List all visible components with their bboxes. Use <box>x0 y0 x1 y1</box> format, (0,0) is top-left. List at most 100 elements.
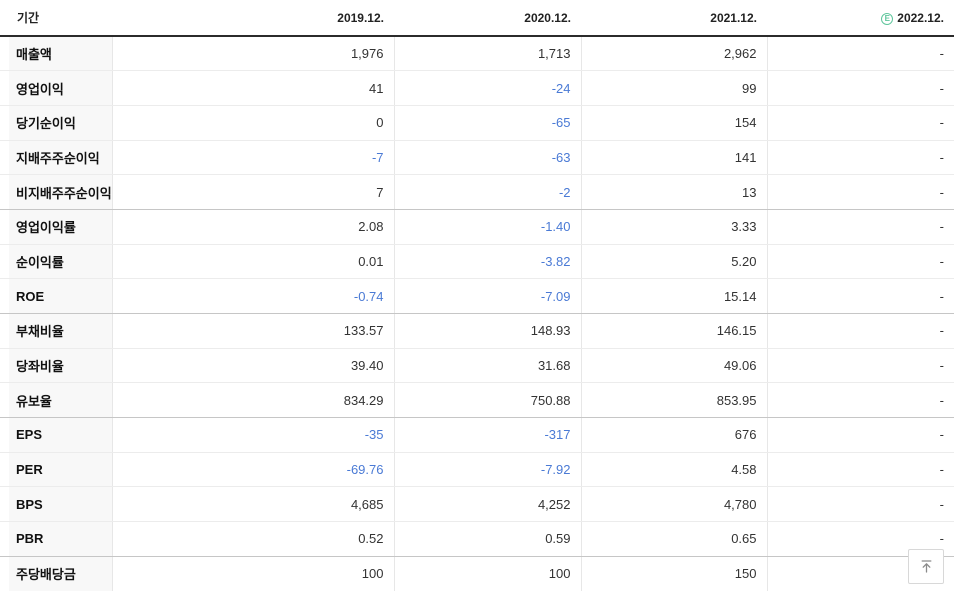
value-cell: -63 <box>393 140 581 176</box>
value-cell: 41 <box>111 70 394 106</box>
estimate-icon: E <box>881 12 894 25</box>
value-cell: 133.57 <box>111 313 394 349</box>
value-cell: 5.20 <box>580 244 767 280</box>
value-cell: - <box>766 382 954 419</box>
table-row: BPS 4,685 4,252 4,780- <box>0 486 954 523</box>
value-cell: 3.33 <box>580 209 767 245</box>
year-header-2021: 2021.12. <box>581 0 767 37</box>
value-cell: 15.14 <box>580 278 767 314</box>
value-cell: -7.92 <box>393 452 581 488</box>
value-cell: 141 <box>580 140 767 176</box>
value-cell: - <box>766 486 954 523</box>
value-cell: 100 <box>111 556 394 591</box>
value-cell: -1.40 <box>393 209 581 245</box>
table-row: 순이익률 0.01 -3.82 5.20- <box>0 244 954 280</box>
value-cell: -69.76 <box>111 452 394 488</box>
value-cell: 834.29 <box>111 382 394 419</box>
period-header-cell: 기간 <box>0 0 112 37</box>
value-cell: 0.01 <box>111 244 394 280</box>
value-cell: -7 <box>111 140 394 176</box>
table-row: 영업이익률 2.08 -1.40 3.33- <box>0 209 954 245</box>
value-cell: 0.65 <box>580 521 767 557</box>
value-cell: - <box>766 278 954 314</box>
value-cell: 4,685 <box>111 486 394 523</box>
value-cell: 0.52 <box>111 521 394 557</box>
row-label: 지배주주순이익 <box>0 140 113 176</box>
table-row: 비지배주주순이익 7 -2 13- <box>0 174 954 210</box>
value-cell: -2 <box>393 174 581 210</box>
row-label: 영업이익률 <box>0 209 113 245</box>
value-cell: -65 <box>393 105 581 141</box>
row-label: EPS <box>0 417 113 453</box>
row-label: PER <box>0 452 113 488</box>
value-cell: 39.40 <box>111 348 394 384</box>
table-row: 당좌비율 39.40 31.68 49.06- <box>0 348 954 384</box>
value-cell: - <box>766 417 954 453</box>
value-cell: - <box>766 105 954 141</box>
value-cell: - <box>766 36 954 72</box>
table-row: PBR 0.52 0.59 0.65- <box>0 521 954 557</box>
value-cell: 7 <box>111 174 394 210</box>
value-cell: -317 <box>393 417 581 453</box>
value-cell: -24 <box>393 70 581 106</box>
value-cell: 750.88 <box>393 382 581 419</box>
value-cell: 853.95 <box>580 382 767 419</box>
year-header-2022: E 2022.12. <box>767 0 954 37</box>
value-cell: 0 <box>111 105 394 141</box>
table-row: EPS -35 -317 676- <box>0 417 954 453</box>
value-cell: 100 <box>393 556 581 591</box>
value-cell: 49.06 <box>580 348 767 384</box>
row-label: BPS <box>0 486 113 523</box>
table-header-row: 기간 2019.12. 2020.12. 2021.12. E 2022.12. <box>0 0 954 37</box>
value-cell: 1,976 <box>111 36 394 72</box>
year-header-2019: 2019.12. <box>112 0 394 37</box>
value-cell: -7.09 <box>393 278 581 314</box>
value-cell: - <box>766 70 954 106</box>
value-cell: 676 <box>580 417 767 453</box>
value-cell: - <box>766 452 954 488</box>
row-label: 순이익률 <box>0 244 113 280</box>
table-row: 영업이익 41 -24 99- <box>0 70 954 106</box>
row-label: PBR <box>0 521 113 557</box>
value-cell: - <box>766 174 954 210</box>
row-label: 부채비율 <box>0 313 113 349</box>
row-label: 주당배당금 <box>0 556 113 591</box>
table-row: PER -69.76 -7.92 4.58- <box>0 452 954 488</box>
value-cell: 1,713 <box>393 36 581 72</box>
scroll-to-top-button[interactable] <box>908 549 944 584</box>
value-cell: - <box>766 244 954 280</box>
table-row: 당기순이익 0 -65 154- <box>0 105 954 141</box>
value-cell: 148.93 <box>393 313 581 349</box>
value-cell: - <box>766 348 954 384</box>
row-label: 영업이익 <box>0 70 113 106</box>
value-cell: 99 <box>580 70 767 106</box>
value-cell: 4,252 <box>393 486 581 523</box>
value-cell: -0.74 <box>111 278 394 314</box>
row-label: 유보율 <box>0 382 113 419</box>
value-cell: - <box>766 313 954 349</box>
row-label: 매출액 <box>0 36 113 72</box>
value-cell: - <box>766 209 954 245</box>
value-cell: 4,780 <box>580 486 767 523</box>
value-cell: 150 <box>580 556 767 591</box>
value-cell: 0.59 <box>393 521 581 557</box>
value-cell: 13 <box>580 174 767 210</box>
row-label: 당기순이익 <box>0 105 113 141</box>
value-cell: 154 <box>580 105 767 141</box>
row-label: 당좌비율 <box>0 348 113 384</box>
year-header-2022-label: 2022.12. <box>897 10 944 25</box>
arrow-up-to-bar-icon <box>921 560 931 573</box>
row-label: 비지배주주순이익 <box>0 174 113 210</box>
year-header-2020: 2020.12. <box>394 0 581 37</box>
table-row: ROE -0.74 -7.09 15.14- <box>0 278 954 314</box>
table-row: 유보율 834.29 750.88 853.95- <box>0 382 954 419</box>
table-row: 지배주주순이익 -7 -63 141- <box>0 140 954 176</box>
value-cell: - <box>766 140 954 176</box>
value-cell: -3.82 <box>393 244 581 280</box>
value-cell: 2.08 <box>111 209 394 245</box>
table-row: 매출액 1,976 1,713 2,962- <box>0 36 954 72</box>
value-cell: 4.58 <box>580 452 767 488</box>
